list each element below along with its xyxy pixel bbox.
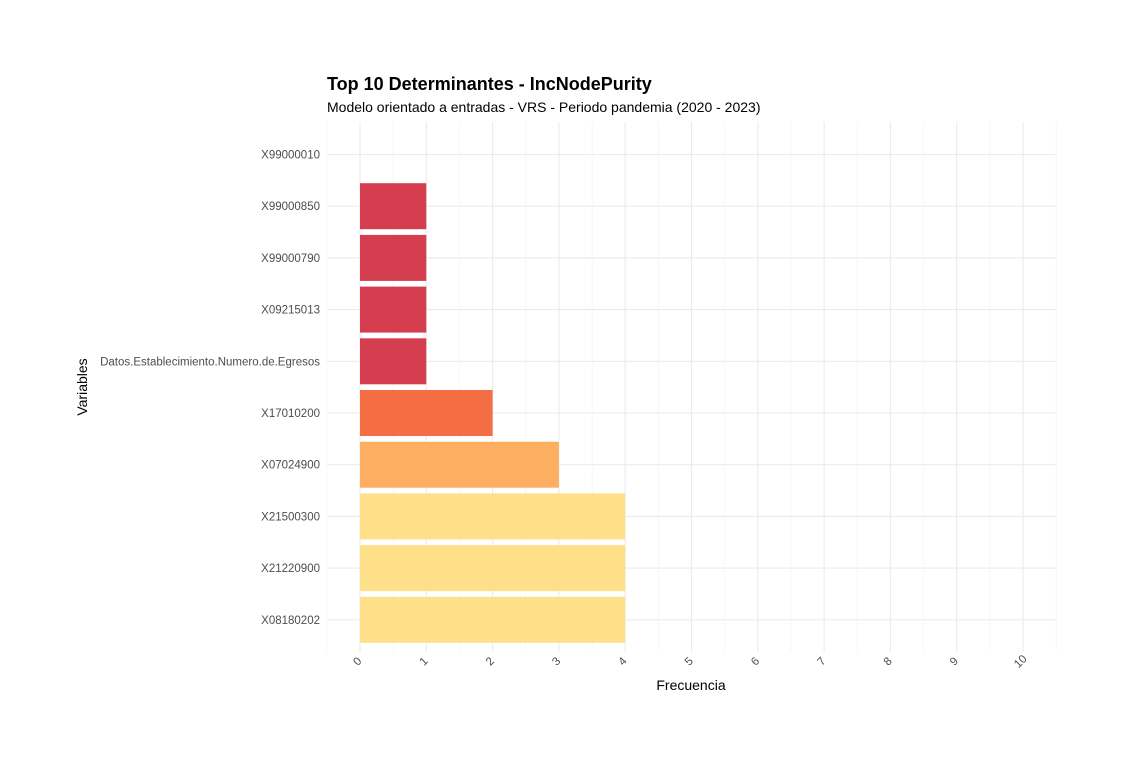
bar [360,545,626,592]
bar [360,234,427,281]
y-tick-label: X07024900 [261,460,320,472]
x-tick-label: 5 [683,655,696,668]
bar [360,390,493,436]
y-axis-tick-labels: X99000010 X99000850 X99000790 X09215013 Dato… [100,150,320,627]
y-tick-label: X09215013 [261,305,320,317]
x-tick-label: 1 [418,655,431,668]
x-tick-label: 10 [1012,653,1030,671]
x-tick-label: 6 [749,655,762,668]
x-tick-label: 3 [550,655,563,668]
x-axis-tick-labels: 0 1 2 3 4 5 6 7 8 9 10 [351,653,1029,671]
y-tick-label: X21500300 [261,511,320,523]
x-tick-label: 2 [484,655,497,668]
y-tick-label: X21220900 [261,563,320,575]
x-tick-label: 4 [617,655,630,668]
y-tick-label: X17010200 [261,408,320,420]
x-axis-title: Frecuencia [656,677,725,693]
chart-subtitle: Modelo orientado a entradas - VRS - Peri… [327,99,760,115]
bars [360,183,626,643]
y-tick-label: X99000010 [261,150,320,162]
bar [360,441,559,488]
y-tick-label: Datos.Establecimiento.Numero.de.Egresos [100,356,320,368]
x-tick-label: 0 [351,655,364,668]
bar [360,493,626,540]
y-tick-label: X99000850 [261,201,320,213]
chart-title: Top 10 Determinantes - IncNodePurity [327,74,652,94]
bar [360,596,626,643]
x-tick-label: 8 [882,655,895,668]
y-axis-title: Variables [74,358,90,415]
bar [360,286,427,333]
bar [360,183,427,230]
bar [360,338,427,385]
x-tick-label: 9 [948,655,961,668]
x-tick-label: 7 [815,655,828,668]
y-tick-label: X08180202 [261,615,320,627]
y-tick-label: X99000790 [261,253,320,265]
